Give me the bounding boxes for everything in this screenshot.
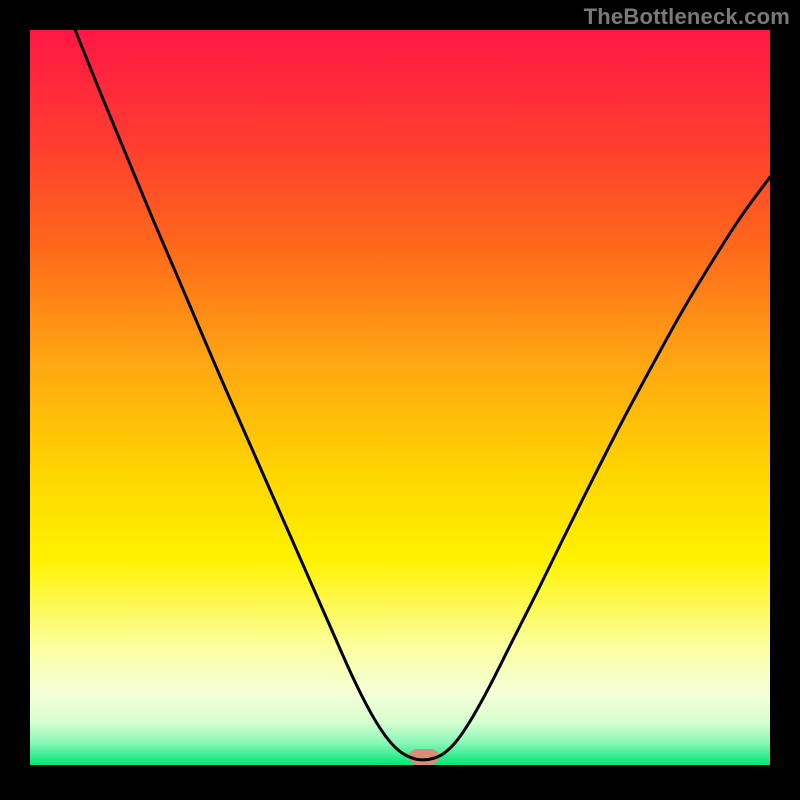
- watermark-text: TheBottleneck.com: [584, 4, 790, 30]
- plot-area: [30, 30, 770, 765]
- chart-container: TheBottleneck.com: [0, 0, 800, 800]
- bottleneck-marker: [409, 749, 439, 765]
